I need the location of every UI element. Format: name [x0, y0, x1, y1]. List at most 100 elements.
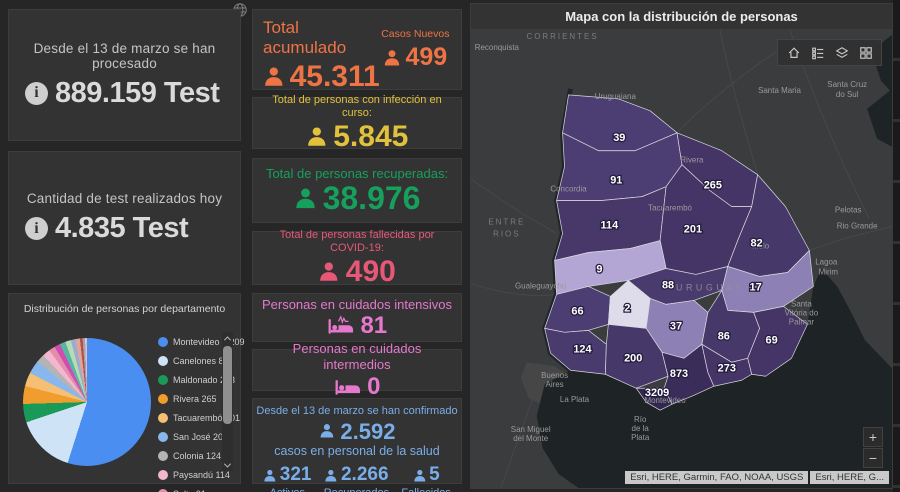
department-value-label: 201 — [684, 224, 702, 236]
zoom-out-button[interactable]: − — [863, 448, 883, 468]
legend-label: Salto 91 — [173, 489, 206, 492]
person-icon — [294, 187, 317, 210]
cuidados-intensivos-value: 81 — [360, 312, 388, 340]
home-button[interactable] — [786, 45, 801, 60]
map-place-label: do Sul — [836, 90, 859, 99]
legend-item[interactable]: Salto 91 — [158, 484, 224, 492]
legend-label: Rivera 265 — [173, 393, 217, 404]
map-place-label: Plata — [631, 433, 650, 442]
cuidados-intermedios-title: Personas en cuidados intermedios — [292, 341, 422, 373]
map-place-label: Río — [634, 415, 647, 424]
casos-nuevos-title: Casos Nuevos — [381, 28, 450, 40]
legend-label: Maldonado 273 — [173, 374, 236, 385]
departments-layer — [544, 94, 814, 411]
legend-item[interactable]: Montevideo 3.209 — [158, 332, 245, 351]
page-scrollbar[interactable] — [893, 0, 900, 492]
legend-item[interactable]: San José 200 — [158, 427, 228, 446]
infeccion-curso-value: 5.845 — [333, 120, 409, 153]
legend-item[interactable]: Canelones 873 — [158, 351, 234, 370]
map-place-label: Pelotas — [835, 206, 862, 215]
hospital-bed-icon — [334, 376, 362, 396]
infeccion-curso-panel: Total de personas con infección en curso… — [252, 94, 462, 152]
recuperados-label: Recuperados — [324, 487, 389, 492]
department-maldonado[interactable] — [701, 343, 753, 387]
map-panel: Mapa con la distribución de personas — [470, 3, 893, 489]
tests-today-value: 4.835 Test — [55, 212, 189, 244]
map-place-label: Lagoa — [815, 257, 838, 266]
legend-color-dot — [158, 393, 168, 404]
rio-de-la-plata-water — [536, 268, 892, 488]
department-value-label: 873 — [670, 368, 688, 380]
legend-color-dot — [158, 412, 168, 423]
legend-label: Tacuarembó 201 — [173, 412, 241, 423]
salud-stat-recuperados: 2.266 Recuperados — [324, 464, 389, 492]
person-icon — [263, 66, 285, 88]
person-icon — [383, 49, 401, 67]
pie-title: Distribución de personas por departament… — [23, 303, 226, 315]
map-place-label: de la — [632, 424, 650, 433]
legend-label: Colonia 124 — [173, 450, 222, 461]
map-title: Mapa con la distribución de personas — [471, 4, 892, 29]
department-value-label: 265 — [704, 180, 722, 192]
person-icon — [306, 126, 328, 148]
fallecidas-value: 490 — [345, 255, 396, 288]
total-acumulado-panel: Total acumulado 45.311 personas confirma… — [252, 9, 462, 123]
map-place-label: San Miguel — [511, 425, 551, 434]
department-value-label: 82 — [751, 238, 763, 250]
legend-color-dot — [158, 355, 168, 366]
total-acumulado-title: Total acumulado — [263, 18, 347, 57]
attribution-sources: Esri, HERE, Garmin, FAO, NOAA, USGS — [625, 471, 809, 484]
map-place-label: Rio Grande — [837, 222, 878, 231]
department-value-label: 39 — [613, 132, 625, 144]
personal-salud-panel: Desde el 13 de marzo se han confirmado 2… — [252, 398, 462, 492]
person-icon — [318, 261, 340, 283]
legend-item[interactable]: Tacuarembó 201 — [158, 408, 240, 427]
attribution-toggle[interactable]: Esri, HERE, G... — [810, 471, 889, 484]
scroll-up-icon[interactable] — [222, 332, 233, 344]
map-place-label: Palmar — [789, 317, 815, 326]
map-place-label: Gualeguaychú — [515, 281, 566, 290]
scroll-down-icon[interactable] — [222, 459, 233, 471]
department-value-label: 114 — [601, 220, 620, 232]
tests-processed-title: Desde el 13 de marzo se han procesado — [33, 40, 216, 71]
legend-color-dot — [158, 374, 168, 385]
hospital-bed-pulse-icon — [327, 315, 355, 335]
department-value-label: 17 — [750, 281, 762, 293]
department-san-josé[interactable] — [605, 324, 669, 389]
pie-chart[interactable] — [23, 338, 151, 466]
department-rocha[interactable] — [747, 306, 808, 377]
legend-item[interactable]: Paysandú 114 — [158, 465, 230, 484]
recuperadas-value: 38.976 — [322, 179, 421, 216]
legend-scrollbar[interactable] — [222, 332, 233, 471]
legend-button[interactable] — [810, 45, 825, 60]
map-place-label: Tacuarembó — [648, 204, 692, 213]
map-place-label: del Monte — [513, 434, 549, 443]
department-value-label: 200 — [624, 352, 642, 364]
uruguay-map-svg[interactable]: CORRIENTES Reconquista Uruguaiana Santa Mar… — [471, 29, 892, 488]
map-place-label: RIOS — [493, 230, 520, 239]
legend-item[interactable]: Colonia 124 — [158, 446, 224, 465]
basemap-button[interactable] — [858, 45, 873, 60]
casos-nuevos-value: 499 — [405, 43, 448, 71]
map-place-label: Aires — [546, 380, 564, 389]
salud-stat-fallecidos: 5 Fallecidos — [401, 464, 451, 492]
cuidados-intensivos-title: Personas en cuidados intensivos — [261, 296, 453, 312]
scrollbar-thumb[interactable] — [223, 346, 232, 424]
legend-color-dot — [158, 431, 168, 442]
coastal-lagoon-water — [867, 88, 892, 147]
legend-item[interactable]: Rivera 265 — [158, 389, 224, 408]
map-place-label: Santa Cruz — [827, 80, 867, 89]
pie-legend: Montevideo 3.209 Canelones 873 Maldonado 2… — [158, 332, 245, 492]
salud-title: Desde el 13 de marzo se han confirmado — [256, 405, 458, 417]
layers-button[interactable] — [834, 45, 849, 60]
zoom-in-button[interactable]: + — [863, 427, 883, 447]
legend-item[interactable]: Maldonado 273 — [158, 370, 235, 389]
person-icon — [413, 469, 427, 483]
cuidados-intermedios-panel: Personas en cuidados intermedios 0 — [252, 341, 462, 399]
department-montevideo[interactable] — [635, 387, 673, 411]
fallecidos-value: 5 — [429, 464, 440, 486]
map-place-label: Vitória do — [785, 308, 819, 317]
map-widget-bar — [777, 39, 882, 66]
legend-color-dot — [158, 450, 168, 461]
map-canvas[interactable]: CORRIENTES Reconquista Uruguaiana Santa Mar… — [471, 29, 892, 488]
